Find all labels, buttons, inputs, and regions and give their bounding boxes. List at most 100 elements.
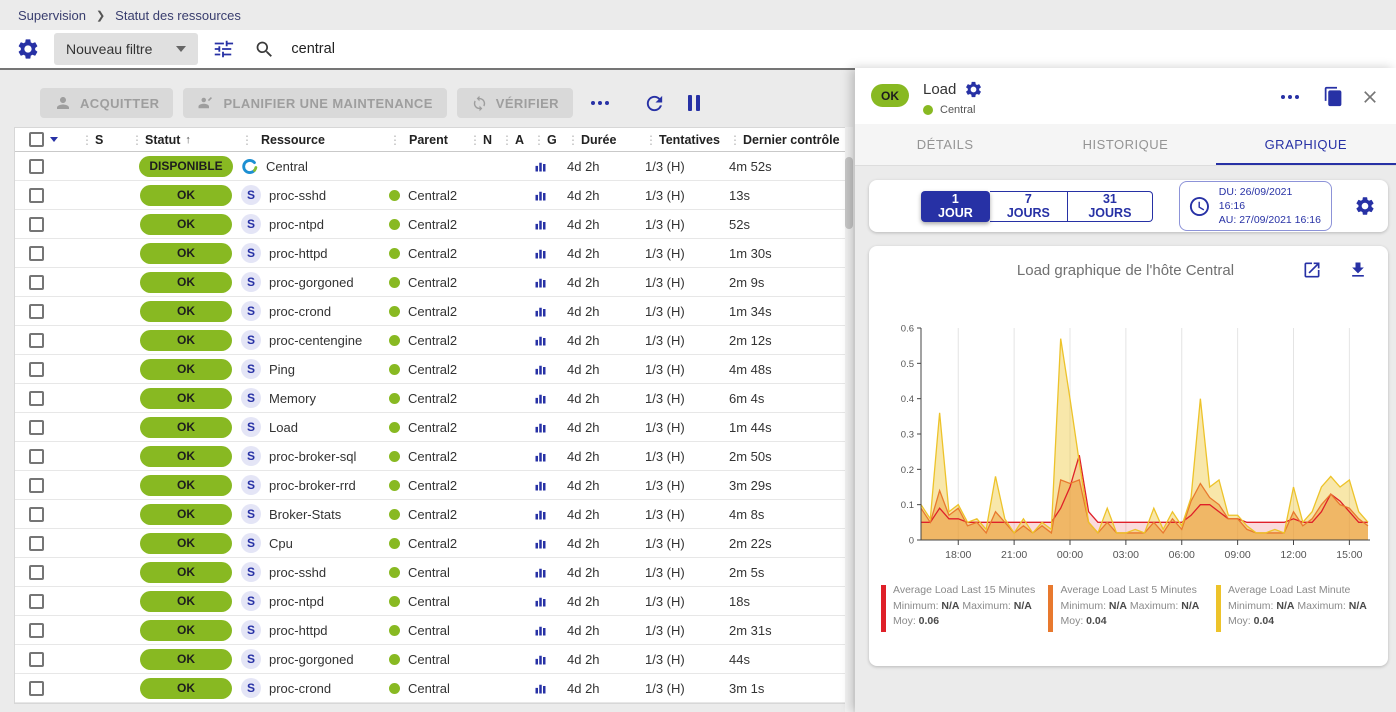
graph-link[interactable] <box>533 623 559 638</box>
close-icon[interactable] <box>1360 87 1380 107</box>
more-actions-icon[interactable] <box>583 97 617 109</box>
tune-filters-icon[interactable] <box>212 38 234 60</box>
table-row[interactable]: OK S Broker-Stats Central2 4d 2h 1/3 (H) 4m 8s <box>15 500 851 529</box>
pause-autorefresh-button[interactable] <box>684 93 704 113</box>
table-row[interactable]: OK S Memory Central2 4d 2h 1/3 (H) 6m 4s <box>15 384 851 413</box>
legend-item[interactable]: Average Load Last Minute Minimum: N/A Max… <box>1215 583 1383 632</box>
acknowledge-button[interactable]: ACQUITTER <box>40 88 174 118</box>
row-checkbox[interactable] <box>29 158 44 174</box>
panel-more-icon[interactable] <box>1273 91 1307 103</box>
filter-settings-icon[interactable] <box>16 37 40 61</box>
row-checkbox[interactable] <box>29 332 44 348</box>
graph-link[interactable] <box>533 681 559 696</box>
column-header-parent[interactable]: ⋮ Parent <box>389 132 448 147</box>
breadcrumb-resources-status[interactable]: Statut des ressources <box>115 7 241 23</box>
select-all-checkbox[interactable] <box>29 132 44 147</box>
time-range-7days-button[interactable]: 7 JOURS <box>989 190 1068 222</box>
row-checkbox[interactable] <box>29 216 44 232</box>
column-header-a[interactable]: ⋮ A <box>501 132 525 147</box>
check-button[interactable]: VÉRIFIER <box>456 88 573 118</box>
graph-link[interactable] <box>533 594 559 609</box>
drag-handle-icon[interactable]: ⋮ <box>645 132 657 147</box>
breadcrumb-supervision[interactable]: Supervision <box>18 7 86 23</box>
time-range-1day-button[interactable]: 1 JOUR <box>921 190 990 222</box>
drag-handle-icon[interactable]: ⋮ <box>389 132 401 147</box>
graph-link[interactable] <box>533 304 559 319</box>
row-checkbox[interactable] <box>29 477 44 493</box>
graph-link[interactable] <box>533 246 559 261</box>
drag-handle-icon[interactable]: ⋮ <box>241 132 253 147</box>
filter-select[interactable]: Nouveau filtre <box>54 33 199 65</box>
graph-link[interactable] <box>533 507 559 522</box>
download-icon[interactable] <box>1348 260 1368 280</box>
drag-handle-icon[interactable]: ⋮ <box>469 132 481 147</box>
graph-link[interactable] <box>533 333 559 348</box>
graph-link[interactable] <box>533 362 559 377</box>
tab-history[interactable]: HISTORIQUE <box>1082 137 1169 152</box>
graph-link[interactable] <box>533 652 559 667</box>
table-row[interactable]: OK S Cpu Central2 4d 2h 1/3 (H) 2m 22s <box>15 529 851 558</box>
row-checkbox[interactable] <box>29 419 44 435</box>
row-checkbox[interactable] <box>29 187 44 203</box>
column-header-tentatives[interactable]: ⋮ Tentatives <box>645 132 720 147</box>
column-header-statut[interactable]: ⋮ Statut ↑ <box>131 132 191 147</box>
column-header-ressource[interactable]: ⋮ Ressource <box>241 132 325 147</box>
row-checkbox[interactable] <box>29 303 44 319</box>
drag-handle-icon[interactable]: ⋮ <box>729 132 741 147</box>
drag-handle-icon[interactable]: ⋮ <box>131 132 143 147</box>
graph-link[interactable] <box>533 565 559 580</box>
graph-link[interactable] <box>533 275 559 290</box>
row-checkbox[interactable] <box>29 274 44 290</box>
table-row[interactable]: OK S Ping Central2 4d 2h 1/3 (H) 4m 48s <box>15 355 851 384</box>
custom-period-button[interactable]: DU: 26/09/2021 16:16 AU: 27/09/2021 16:1… <box>1178 181 1332 231</box>
graph-link[interactable] <box>533 217 559 232</box>
row-checkbox[interactable] <box>29 680 44 696</box>
drag-handle-icon[interactable]: ⋮ <box>567 132 579 147</box>
column-header-n[interactable]: ⋮ N <box>469 132 493 147</box>
row-checkbox[interactable] <box>29 448 44 464</box>
graph-link[interactable] <box>533 188 559 203</box>
row-checkbox[interactable] <box>29 390 44 406</box>
graph-link[interactable] <box>533 420 559 435</box>
row-checkbox[interactable] <box>29 651 44 667</box>
table-row[interactable]: DISPONIBLE Central 4d 2h 1/3 (H) 4m 52s <box>15 152 851 181</box>
legend-item[interactable]: Average Load Last 15 Minutes Minimum: N/A… <box>881 583 1048 632</box>
row-checkbox[interactable] <box>29 564 44 580</box>
column-header-dernier-contr-le[interactable]: ⋮ Dernier contrôle <box>729 132 840 147</box>
downtime-button[interactable]: PLANIFIER UNE MAINTENANCE <box>183 88 447 118</box>
table-scrollbar[interactable] <box>845 127 853 712</box>
graph-link[interactable] <box>533 536 559 551</box>
row-checkbox[interactable] <box>29 535 44 551</box>
drag-handle-icon[interactable]: ⋮ <box>81 132 93 147</box>
row-checkbox[interactable] <box>29 593 44 609</box>
graph-link[interactable] <box>533 159 559 174</box>
row-checkbox[interactable] <box>29 245 44 261</box>
row-checkbox[interactable] <box>29 622 44 638</box>
graph-settings-icon[interactable] <box>1354 195 1376 217</box>
row-checkbox[interactable] <box>29 506 44 522</box>
time-range-31days-button[interactable]: 31 JOURS <box>1067 190 1153 222</box>
selection-menu-caret-icon[interactable] <box>50 137 58 142</box>
graph-link[interactable] <box>533 449 559 464</box>
refresh-button[interactable] <box>641 90 668 117</box>
legend-item[interactable]: Average Load Last 5 Minutes Minimum: N/A … <box>1048 583 1215 632</box>
table-row[interactable]: OK S Load Central2 4d 2h 1/3 (H) 1m 44s <box>15 413 851 442</box>
graph-link[interactable] <box>533 478 559 493</box>
copy-link-icon[interactable] <box>1323 86 1344 107</box>
drag-handle-icon[interactable]: ⋮ <box>533 132 545 147</box>
panel-settings-icon[interactable] <box>964 80 983 99</box>
search-input[interactable] <box>291 41 1380 57</box>
open-in-new-icon[interactable] <box>1302 260 1322 280</box>
